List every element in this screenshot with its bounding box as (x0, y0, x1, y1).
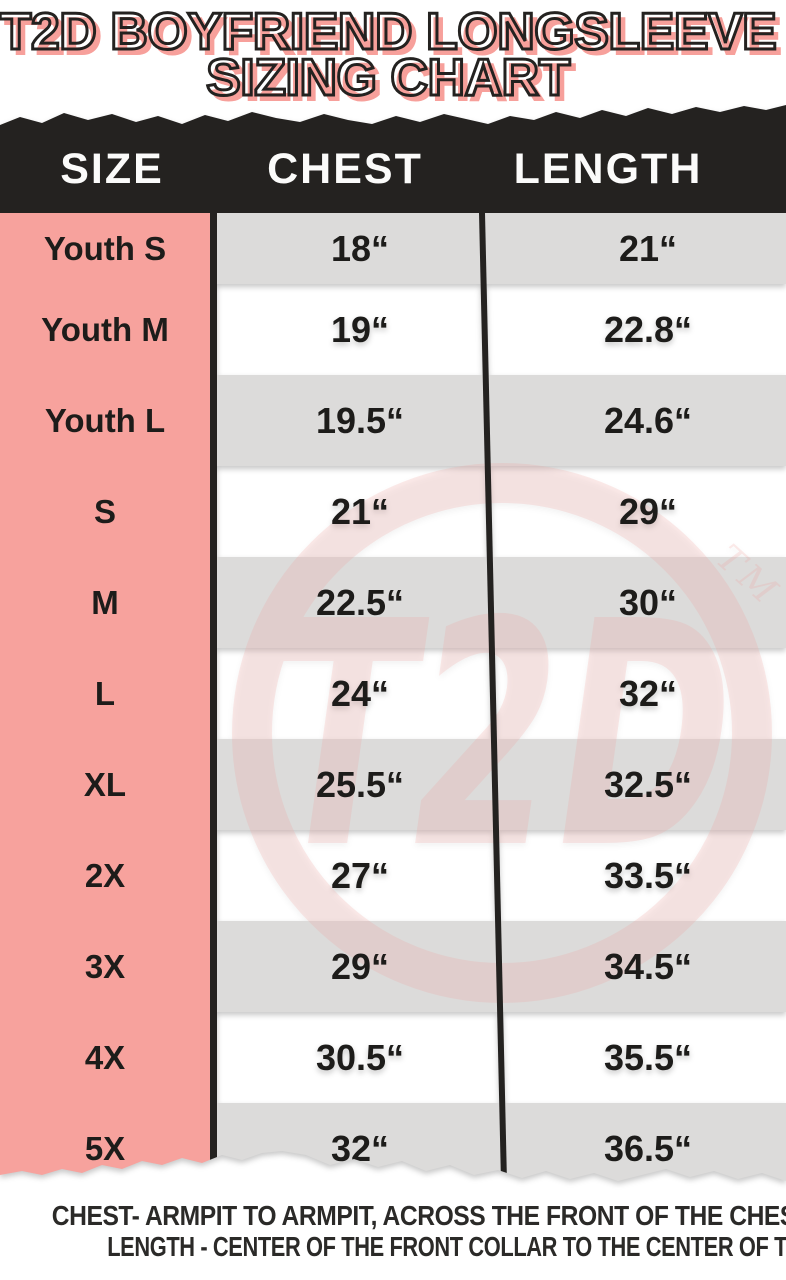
length-cell: 35.5“ (603, 1036, 693, 1078)
length-cell: 34.5“ (603, 945, 693, 987)
table-row: Youth M 19“ 22.8“ (0, 284, 786, 375)
size-cell: 4X (84, 1038, 126, 1076)
row-stripe (217, 739, 786, 830)
chest-cell: 24“ (330, 672, 390, 714)
page-title: T2D BOYFRIEND LONGSLEEVE SIZING CHART (0, 9, 786, 110)
table-row: Youth S 18“ 21“ (0, 213, 786, 284)
size-cell: Youth M (41, 310, 169, 348)
size-cell: M (91, 583, 119, 621)
table-row: Youth L 19.5“ 24.6“ (0, 375, 786, 466)
length-cell: 33.5“ (603, 854, 693, 896)
table-row: S 21“ 29“ (0, 466, 786, 557)
chest-cell: 32“ (330, 1127, 390, 1169)
size-cell: L (94, 674, 116, 712)
length-cell: 21“ (618, 227, 678, 269)
chest-cell: 21“ (330, 490, 390, 532)
table-row: 3X 29“ 34.5“ (0, 921, 786, 1012)
length-cell: 29“ (618, 490, 678, 532)
table-row: M 22.5“ 30“ (0, 557, 786, 648)
measurement-notes: CHEST- ARMPIT TO ARMPIT, ACROSS THE FRON… (0, 1200, 786, 1262)
table-row: 5X 32“ 36.5“ (0, 1103, 786, 1181)
length-note: LENGTH - CENTER OF THE FRONT COLLAR TO T… (107, 1231, 786, 1262)
size-cell: XL (83, 765, 127, 803)
size-cell: S (93, 492, 116, 530)
table-row: 4X 30.5“ 35.5“ (0, 1012, 786, 1103)
length-cell: 24.6“ (603, 399, 693, 441)
torn-paper-sheet: SIZE CHEST LENGTH T2D TM (0, 103, 786, 1198)
title-line-1: T2D BOYFRIEND LONGSLEEVE (0, 9, 786, 64)
length-cell: 32.5“ (603, 763, 693, 805)
table-body: Youth S 18“ 21“ Youth M 19“ 22.8“ Youth … (0, 213, 786, 1181)
column-header-length: LENGTH (513, 144, 703, 193)
chest-cell: 19“ (330, 308, 390, 350)
row-stripe (217, 557, 786, 648)
table-header: SIZE CHEST LENGTH (0, 105, 786, 213)
chest-cell: 30.5“ (315, 1036, 405, 1078)
length-cell: 36.5“ (603, 1127, 693, 1169)
chest-note: CHEST- ARMPIT TO ARMPIT, ACROSS THE FRON… (51, 1200, 786, 1231)
chest-cell: 22.5“ (315, 581, 405, 623)
size-cell: 2X (84, 856, 126, 894)
row-stripe (217, 375, 786, 466)
length-cell: 30“ (618, 581, 678, 623)
size-table: SIZE CHEST LENGTH T2D TM (0, 105, 786, 1181)
size-column-background (0, 213, 210, 1181)
size-cell: Youth L (44, 401, 166, 439)
chest-cell: 18“ (330, 227, 390, 269)
chest-cell: 27“ (330, 854, 390, 896)
size-cell: 5X (84, 1129, 126, 1167)
column-header-chest: CHEST (267, 144, 423, 193)
table-row: 2X 27“ 33.5“ (0, 830, 786, 921)
row-stripe (217, 213, 786, 284)
chest-cell: 29“ (330, 945, 390, 987)
length-cell: 22.8“ (603, 308, 693, 350)
title-line-2: SIZING CHART (0, 55, 786, 110)
size-cell: Youth S (43, 229, 167, 267)
table-row: L 24“ 32“ (0, 648, 786, 739)
chest-cell: 19.5“ (315, 399, 405, 441)
column-header-size: SIZE (60, 144, 164, 193)
chest-cell: 25.5“ (315, 763, 405, 805)
column-divider-left (210, 213, 217, 1161)
length-cell: 32“ (618, 672, 678, 714)
size-cell: 3X (84, 947, 126, 985)
table-row: XL 25.5“ 32.5“ (0, 739, 786, 830)
